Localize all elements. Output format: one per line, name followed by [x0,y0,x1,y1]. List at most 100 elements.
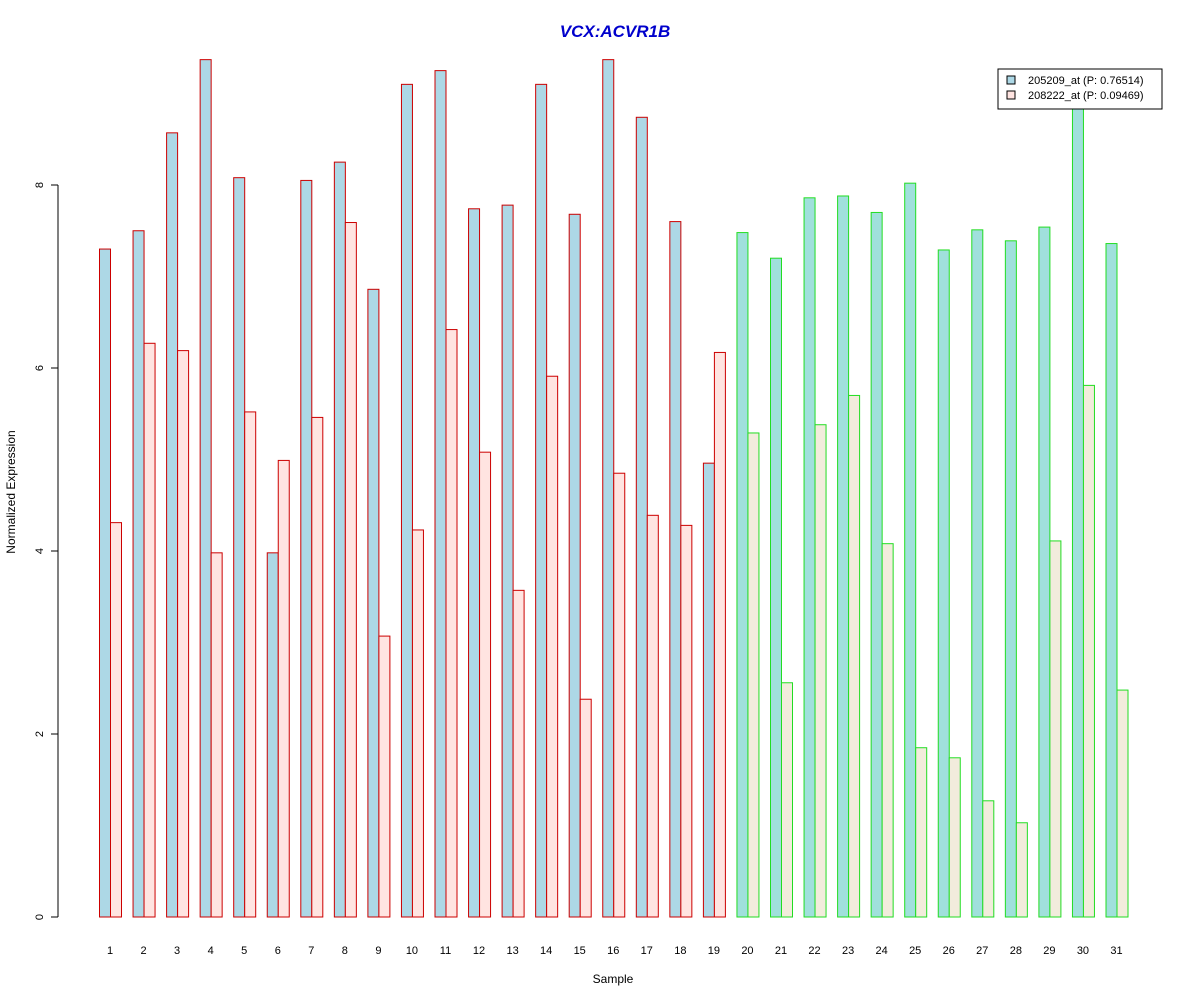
bar-205209-at [434,70,447,918]
x-tick-label: 4 [208,945,214,957]
x-tick-label: 22 [808,945,820,957]
bar-205209-at [803,197,816,918]
bar-205209-at [669,221,682,918]
bar-205209-at [1105,243,1118,918]
bar-205209-at [602,59,615,918]
y-tick-label: 0 [34,914,46,920]
x-tick-label: 25 [909,945,921,957]
bar-208222-at [579,698,592,918]
bar-208222-at [713,351,726,918]
x-tick-label: 31 [1110,945,1122,957]
legend-swatch [1006,75,1016,85]
bar-205209-at [333,161,346,918]
legend-label: 208222_at (P: 0.09469) [1028,90,1144,102]
bar-208222-at [411,529,424,918]
bar-208222-at [143,342,156,918]
bar-208222-at [277,459,290,918]
x-tick-label: 20 [741,945,753,957]
bar-205209-at [702,462,715,918]
bar-208222-at [747,432,760,918]
bar-208222-at [948,757,961,918]
x-tick-label: 23 [842,945,854,957]
bar-205209-at [132,230,145,918]
bar-205209-at [971,229,984,918]
x-tick-label: 8 [342,945,348,957]
x-tick-label: 3 [174,945,180,957]
bar-205209-at [837,195,850,918]
y-tick-label: 2 [34,731,46,737]
bar-208222-at [848,394,861,918]
bar-208222-at [546,375,559,918]
bar-208222-at [479,451,492,918]
bar-205209-at [166,132,179,918]
bar-205209-at [1004,240,1017,918]
y-tick-label: 8 [34,182,46,188]
legend-swatch [1006,90,1016,100]
bar-205209-at [199,59,212,918]
bar-205209-at [367,288,380,918]
bar-205209-at [266,552,279,918]
bar-205209-at [1038,226,1051,918]
bar-208222-at [344,222,357,918]
chart-title: VCX:ACVR1B [560,22,671,41]
y-tick-label: 4 [34,548,46,554]
x-tick-label: 5 [241,945,247,957]
bar-208222-at [1015,822,1028,918]
bar-205209-at [635,116,648,918]
bar-205209-at [904,182,917,918]
bar-208222-at [177,350,190,918]
x-tick-label: 11 [440,945,451,957]
bar-208222-at [781,682,793,918]
x-tick-label: 15 [574,945,586,957]
bar-205209-at [233,177,246,918]
legend-box [997,68,1163,110]
bar-205209-at [1071,102,1084,918]
bar-205209-at [535,83,548,918]
bar-205209-at [937,249,950,918]
x-tick-label: 28 [1010,945,1022,957]
bar-208222-at [445,329,458,918]
bar-205209-at [400,83,413,918]
x-tick-label: 16 [607,945,619,957]
y-axis-label: Normalized Expression [4,430,18,553]
bar-208222-at [814,424,827,918]
x-tick-label: 24 [876,945,888,957]
bar-208222-at [378,635,391,918]
x-tick-label: 26 [943,945,955,957]
x-tick-label: 9 [375,945,381,957]
bar-208222-at [1049,540,1062,918]
bar-205209-at [99,248,111,918]
y-tick-label: 6 [34,365,46,371]
x-tick-label: 18 [674,945,686,957]
x-tick-label: 2 [140,945,146,957]
x-tick-labels: 1 2 3 4 5 6 7 8 9 10 11 12 13 14 15 16 17 18 19 20 21 22 23 24 2… [107,945,1123,957]
bar-205209-at [736,232,749,918]
bar-208222-at [1082,384,1095,918]
bar-205209-at [568,213,581,918]
x-tick-label: 6 [275,945,281,957]
bar-205209-at [300,179,313,918]
bar-205209-at [870,211,883,918]
x-tick-label: 10 [406,945,418,957]
x-tick-label: 29 [1043,945,1055,957]
x-tick-label: 12 [473,945,485,957]
legend: 205209_at (P: 0.76514) 208222_at (P: 0.09… [997,68,1163,110]
x-tick-label: 13 [506,945,518,957]
bar-205209-at [468,208,481,918]
bar-208222-at [680,524,693,918]
x-tick-label: 27 [976,945,988,957]
bar-208222-at [613,472,626,918]
bar-208222-at [1116,689,1129,918]
x-tick-label: 1 [107,945,113,957]
x-tick-label: 7 [308,945,314,957]
x-tick-label: 19 [708,945,720,957]
y-axis: 0 2 4 6 8 [34,182,59,920]
bar-208222-at [646,514,659,918]
x-tick-label: 30 [1077,945,1089,957]
bar-208222-at [915,747,928,918]
legend-label: 205209_at (P: 0.76514) [1028,75,1144,87]
x-tick-label: 21 [775,945,787,957]
bar-208222-at [881,543,894,918]
bar-208222-at [210,552,223,918]
